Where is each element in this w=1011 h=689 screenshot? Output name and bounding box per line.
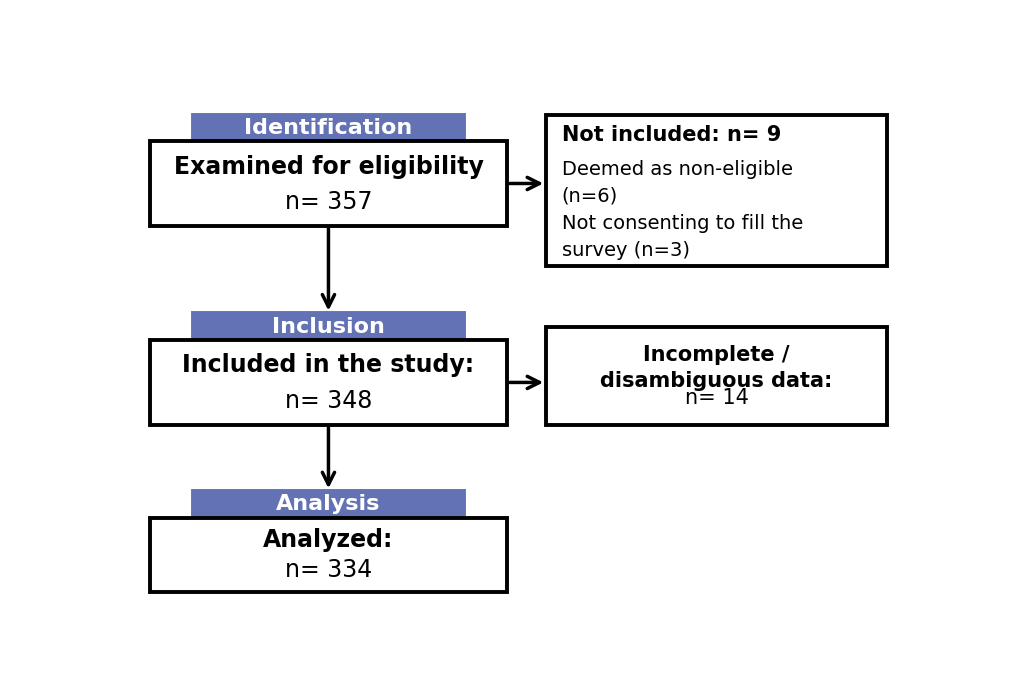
Text: Not included: n= 9: Not included: n= 9 <box>561 125 780 145</box>
Text: n= 348: n= 348 <box>284 389 372 413</box>
Text: Inclusion: Inclusion <box>272 317 384 337</box>
Text: Examined for eligibility: Examined for eligibility <box>173 154 483 178</box>
Bar <box>150 517 507 592</box>
Text: Incomplete /
disambiguous data:: Incomplete / disambiguous data: <box>600 344 832 391</box>
Text: n= 357: n= 357 <box>284 190 372 214</box>
Text: n= 14: n= 14 <box>684 388 748 408</box>
Text: Identification: Identification <box>244 118 412 138</box>
Bar <box>193 114 463 141</box>
Text: Included in the study:: Included in the study: <box>182 353 474 378</box>
Bar <box>150 340 507 425</box>
Text: n= 334: n= 334 <box>284 557 372 582</box>
Text: Deemed as non-eligible
(n=6)
Not consenting to fill the
survey (n=3): Deemed as non-eligible (n=6) Not consent… <box>561 160 803 260</box>
Bar <box>546 327 887 425</box>
Text: Analysis: Analysis <box>276 495 380 515</box>
Text: Analyzed:: Analyzed: <box>263 528 393 552</box>
Bar <box>193 491 463 517</box>
Bar <box>150 141 507 226</box>
Bar <box>546 114 887 266</box>
Bar <box>193 313 463 340</box>
